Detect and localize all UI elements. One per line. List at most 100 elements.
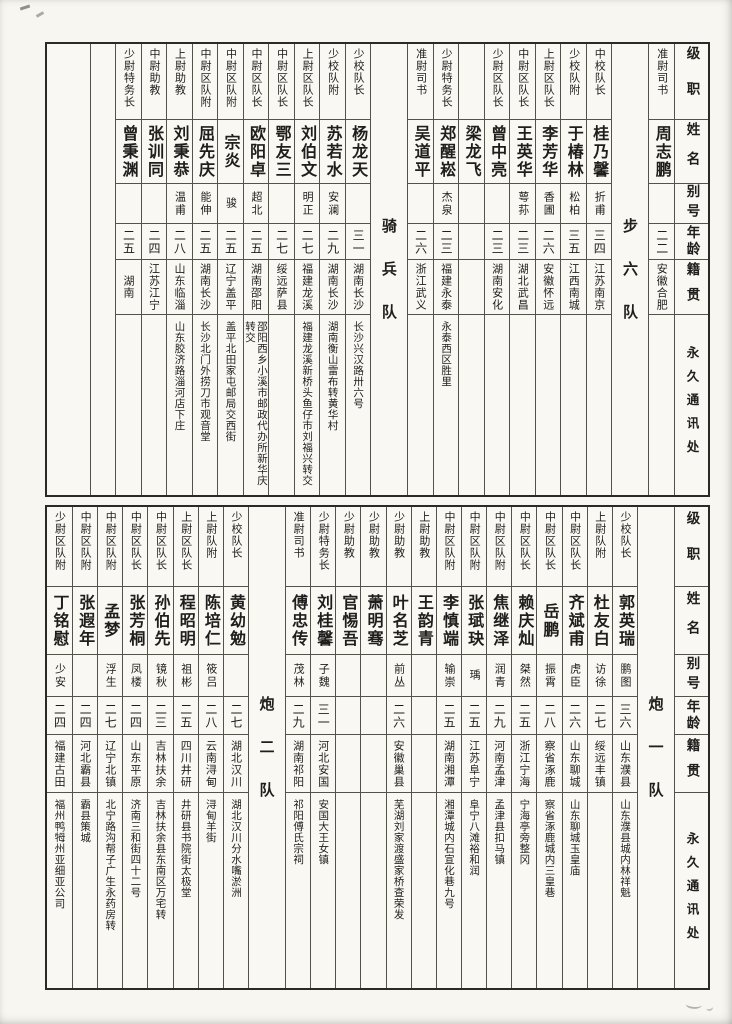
rank-cell: 中尉区队附 xyxy=(218,44,243,120)
age-cell xyxy=(336,697,361,735)
name-cell: 张珷玦 xyxy=(462,587,487,655)
alias-cell: 凤楼 xyxy=(123,655,148,697)
name-cell: 于椿林 xyxy=(561,120,586,184)
roster-entry-column: 中尉区队附 屈先庆 能伸 二五 湖南长沙 长沙北门外捞刀市观音堂 xyxy=(191,44,218,495)
name-cell: 郭英瑞 xyxy=(612,587,637,655)
section-label-column: 骑兵队 xyxy=(370,44,407,495)
age-cell: 二八 xyxy=(198,697,223,735)
age-cell: 二五 xyxy=(243,224,269,260)
alias-cell: 振霄 xyxy=(537,655,562,697)
native-place-cell: 湖南长沙 xyxy=(320,260,345,315)
alias-cell: 骏 xyxy=(218,184,243,224)
roster-entry-column: 上尉助教 王韵青 xyxy=(410,507,436,988)
address-cell xyxy=(336,793,360,988)
alias-cell xyxy=(141,184,167,224)
age-cell: 二六 xyxy=(408,224,433,260)
rank-cell: 少尉助教 xyxy=(336,507,361,587)
age-cell: 二四 xyxy=(46,697,73,735)
name-cell: 杜友白 xyxy=(587,587,612,655)
age-cell: 三四 xyxy=(586,224,612,260)
native-place-cell xyxy=(411,735,436,793)
age-cell: 三六 xyxy=(612,697,637,735)
name-cell: 鄂友三 xyxy=(269,120,294,184)
rank-cell: 准尉司书 xyxy=(649,44,674,120)
rank-cell: 少尉特务长 xyxy=(116,44,141,120)
address-cell xyxy=(361,793,385,988)
roster-entry-column: 中尉区队长 赖庆灿 桀然 二五 浙江宁海 宁海亭旁整冈 xyxy=(511,507,537,988)
age-cell: 二七 xyxy=(294,224,320,260)
roster-entry-column: 上尉区队长 李芳华 香圃 二六 安徽怀远 xyxy=(534,44,561,495)
rank-cell: 少尉区队附 xyxy=(46,507,73,587)
native-place-cell: 安徽合肥 xyxy=(649,260,674,315)
address-cell: 湖北汉川分水嘴淤洲 xyxy=(229,799,242,898)
roster-entry-column: 中尉区队附 孟梦 浮生 二七 辽宁北镇 北宁路沟帮子广生永药房转 xyxy=(97,507,123,988)
native-place-cell: 湖北汉川 xyxy=(223,735,249,793)
native-place-cell: 湖南长沙 xyxy=(192,260,218,315)
name-cell: 王英华 xyxy=(510,120,535,184)
row-header-name: 姓名 xyxy=(675,120,708,184)
name-cell: 张训同 xyxy=(141,120,167,184)
row-header-alias: 别号 xyxy=(675,184,708,224)
address-cell: 湘潭城内石宣化巷九号 xyxy=(442,799,455,909)
rank-cell: 准尉司书 xyxy=(408,44,433,120)
native-place-cell: 云南浔甸 xyxy=(198,735,223,793)
roster-entry-column: 少校队长 郭英瑞 鹏图 三六 山东濮县 山东濮县城内林祥魁 xyxy=(611,507,637,988)
name-cell: 焦继泽 xyxy=(487,587,512,655)
native-place-cell: 江苏阜宁 xyxy=(462,735,487,793)
section-label-column: 炮二队 xyxy=(248,507,285,988)
age-cell: 二五 xyxy=(512,697,537,735)
native-place-cell: 湖南祁阳 xyxy=(286,735,311,793)
age-cell: 三五 xyxy=(561,224,586,260)
native-place-cell: 安徽怀远 xyxy=(535,260,561,315)
roster-entry-column: 少尉特务长 曾秉渊 二五 湖南 xyxy=(115,44,141,495)
name-cell: 张遐年 xyxy=(73,587,98,655)
rank-cell: 中尉区队长 xyxy=(537,507,562,587)
rank-cell: 中尉区队附 xyxy=(192,44,218,120)
roster-entry-column: 中尉区队附 张珷玦瑀二五 江苏阜宁 阜宁八滩裕和润 xyxy=(461,507,487,988)
name-cell: 李慎端 xyxy=(436,587,462,655)
alias-cell xyxy=(361,655,386,697)
address-cell xyxy=(459,315,484,495)
address-cell xyxy=(142,315,167,495)
age-cell: 二四 xyxy=(73,697,98,735)
native-place-cell: 山东临淄 xyxy=(167,260,192,315)
pencil-mark xyxy=(705,1003,714,1012)
address-cell: 祁阳傅氏宗祠 xyxy=(292,799,305,865)
age-cell: 二三 xyxy=(433,224,459,260)
rank-cell: 上尉区队长 xyxy=(294,44,320,120)
address-cell: 福州鸭牳州亚细亚公司 xyxy=(53,799,66,909)
age-cell: 二六 xyxy=(535,224,561,260)
alias-cell: 筱吕 xyxy=(198,655,223,697)
roster-entry-column: 少尉助教 萧明骞 xyxy=(360,507,386,988)
rank-cell: 中尉区队长 xyxy=(562,507,587,587)
native-place-cell xyxy=(336,735,361,793)
name-cell: 黄幼勉 xyxy=(223,587,249,655)
name-cell: 傅忠传 xyxy=(286,587,311,655)
name-cell: 周志鹏 xyxy=(649,120,674,184)
address-cell: 井研县书院街太极堂 xyxy=(179,799,192,898)
name-cell: 孙伯先 xyxy=(148,587,173,655)
rank-cell: 中尉区队附 xyxy=(462,507,487,587)
rank-cell: 上尉助教 xyxy=(411,507,436,587)
rank-cell: 少校队长 xyxy=(223,507,249,587)
address-cell: 北宁路沟帮子广生永药房转 xyxy=(104,799,117,931)
roster-entry-column: 梁龙飞 xyxy=(458,44,484,495)
rank-cell: 准尉司书 xyxy=(286,507,311,587)
rank-cell: 少校队附 xyxy=(561,44,586,120)
address-cell: 长沙兴汉路卅六号 xyxy=(352,321,365,409)
name-cell: 萧明骞 xyxy=(361,587,386,655)
native-place-cell: 山东聊城 xyxy=(562,735,587,793)
roster-entry-column: 中尉区队长 孙伯先 镜秋 二三 吉林扶余 吉林扶余县东南区万宅转 xyxy=(147,507,173,988)
name-cell: 郑醒崧 xyxy=(433,120,459,184)
name-cell: 刘桂馨 xyxy=(311,587,336,655)
name-cell: 孟梦 xyxy=(98,587,123,655)
address-cell: 山东濮县城内林祥魁 xyxy=(618,799,631,898)
row-header-rank: 级职 xyxy=(675,507,708,587)
alias-cell: 桀然 xyxy=(512,655,537,697)
address-cell xyxy=(587,315,612,495)
address-cell xyxy=(485,315,510,495)
age-cell: 二七 xyxy=(587,697,612,735)
roster-entry-column: 中尉区队附 宗炎骏二五 辽宁盖平 盖平北田家屯邮局交西街 xyxy=(217,44,243,495)
age-cell: 二四 xyxy=(141,224,167,260)
